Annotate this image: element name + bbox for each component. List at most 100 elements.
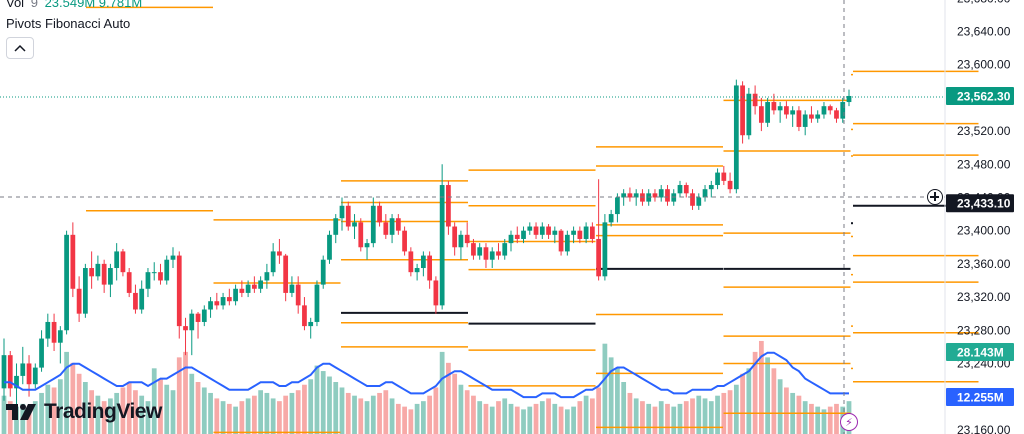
candle-body bbox=[464, 234, 470, 244]
candle-body bbox=[733, 85, 739, 190]
volume-bar bbox=[89, 390, 95, 434]
volume-bar bbox=[452, 373, 458, 434]
volume-bar bbox=[408, 409, 414, 434]
volume-bar bbox=[608, 357, 614, 434]
last-price-label: 23,562.30 bbox=[957, 89, 1011, 103]
volume-bar bbox=[827, 406, 833, 434]
tradingview-logo[interactable]: TradingView bbox=[6, 400, 162, 424]
price-tick-label: 23,160.00 bbox=[957, 423, 1011, 434]
candle-body bbox=[846, 95, 852, 103]
volume-bar bbox=[120, 387, 126, 434]
last-price-label-bg bbox=[946, 86, 1014, 105]
volume-bar bbox=[677, 403, 683, 434]
volume-bar bbox=[489, 406, 495, 434]
candle-body bbox=[20, 363, 26, 376]
volume-bar bbox=[233, 406, 238, 434]
candle-body bbox=[765, 102, 771, 123]
volume-bar bbox=[533, 403, 539, 434]
volume-bar bbox=[821, 409, 827, 434]
volume-bar bbox=[364, 401, 370, 434]
candle-body bbox=[414, 268, 420, 273]
volume-bar bbox=[758, 340, 764, 434]
volume-bar bbox=[696, 395, 702, 434]
volume-bar bbox=[502, 398, 508, 434]
volume-bar bbox=[446, 362, 451, 434]
price-tick-label: 23,320.00 bbox=[957, 290, 1011, 304]
candle-body bbox=[82, 268, 88, 314]
candle-body bbox=[564, 234, 570, 252]
volume-bar bbox=[602, 343, 608, 434]
candle-body bbox=[89, 268, 95, 277]
volume-bar bbox=[395, 403, 401, 434]
volume-label: 28.143M bbox=[957, 346, 1004, 360]
pivot-levels bbox=[86, 6, 979, 434]
candle-body bbox=[514, 234, 520, 239]
volume-bar bbox=[539, 401, 545, 434]
volume-bar bbox=[496, 401, 501, 434]
volume-bar bbox=[258, 390, 264, 434]
price-tick-label: 23,680.00 bbox=[957, 0, 1011, 5]
lightning-icon[interactable]: ⚡ bbox=[840, 413, 858, 431]
candle-body bbox=[39, 338, 44, 368]
volume-bar bbox=[145, 401, 151, 434]
volume-bar bbox=[57, 379, 63, 434]
candle-body bbox=[596, 238, 602, 277]
indicator-legend[interactable]: Pivots Fibonacci Auto bbox=[6, 16, 131, 31]
volume-bar bbox=[752, 351, 758, 434]
candle-body bbox=[345, 205, 351, 227]
volume-bar bbox=[14, 406, 19, 434]
candle-body bbox=[458, 234, 464, 248]
volume-bar bbox=[302, 384, 307, 434]
crosshair-price-label: 23,433.10 bbox=[957, 197, 1011, 211]
candle-body bbox=[439, 185, 445, 306]
volume-ma-label: 12.255M bbox=[957, 391, 1004, 405]
candle-body bbox=[101, 263, 107, 285]
volume-bar bbox=[420, 401, 426, 434]
candle-body bbox=[383, 222, 389, 235]
candle-body bbox=[320, 259, 326, 285]
volume-ma-legend-value: 9.781M bbox=[98, 0, 143, 10]
candle-body bbox=[395, 218, 401, 231]
candle-body bbox=[170, 255, 176, 260]
price-tick-label: 23,480.00 bbox=[957, 157, 1011, 171]
price-axis[interactable]: 23,680.0023,640.0023,600.0023,560.0023,5… bbox=[946, 0, 1014, 434]
volume-bar bbox=[164, 384, 170, 434]
candle-body bbox=[145, 272, 151, 289]
volume-bar bbox=[402, 406, 407, 434]
candle-body bbox=[258, 280, 264, 289]
candle-body bbox=[339, 205, 345, 219]
candle-body bbox=[64, 234, 69, 331]
volume-bar bbox=[702, 398, 708, 434]
candle-body bbox=[408, 251, 414, 273]
volume-bar bbox=[370, 395, 376, 434]
volume-bar bbox=[727, 390, 733, 434]
candle-body bbox=[333, 218, 339, 235]
collapse-legend-button[interactable] bbox=[6, 37, 34, 59]
candle-body bbox=[308, 321, 314, 327]
volume-bar bbox=[101, 401, 107, 434]
candle-body bbox=[302, 305, 307, 327]
volume-bar bbox=[658, 401, 664, 434]
volume-bar bbox=[834, 403, 839, 434]
candle-body bbox=[76, 288, 82, 314]
volume-bar bbox=[170, 390, 176, 434]
candle-body bbox=[552, 230, 558, 235]
volume-bar bbox=[51, 387, 57, 434]
candle-body bbox=[615, 197, 620, 215]
volume-bar bbox=[183, 351, 188, 434]
volume-bar bbox=[189, 373, 195, 434]
candle-body bbox=[521, 230, 526, 239]
volume-bar bbox=[95, 395, 101, 434]
candle-body bbox=[389, 218, 395, 235]
volume-bar bbox=[746, 368, 752, 434]
candle-body bbox=[777, 106, 783, 111]
candle-body bbox=[208, 301, 213, 310]
volume-bars bbox=[1, 340, 852, 434]
plus-circle-icon[interactable] bbox=[927, 189, 943, 205]
volume-bar bbox=[596, 387, 602, 434]
candle-body bbox=[758, 106, 764, 123]
volume-bar bbox=[339, 387, 345, 434]
volume-bar bbox=[389, 398, 395, 434]
candle-body bbox=[740, 85, 745, 136]
